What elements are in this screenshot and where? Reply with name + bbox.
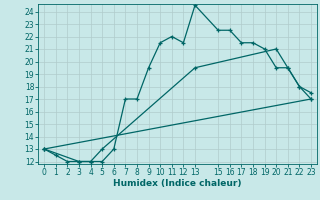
X-axis label: Humidex (Indice chaleur): Humidex (Indice chaleur) — [113, 179, 242, 188]
